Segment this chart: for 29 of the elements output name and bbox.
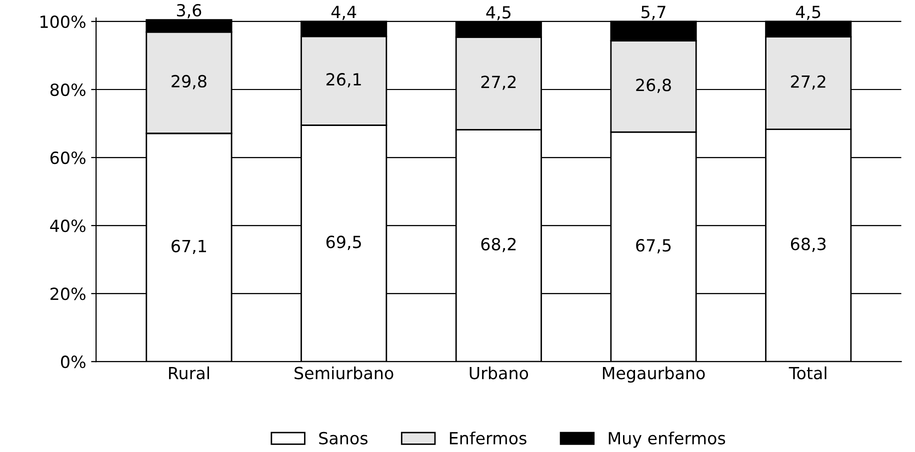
data-label: 4,5	[486, 6, 510, 20]
data-label: 67,5	[636, 239, 671, 254]
x-tick-label: Megaurbano	[602, 366, 705, 383]
data-label: 68,2	[481, 238, 516, 252]
x-tick-label: Semiurbano	[294, 366, 394, 380]
data-label: 4,5	[796, 6, 820, 20]
data-label: 26,8	[636, 78, 671, 93]
data-label: 4,4	[331, 6, 356, 20]
data-label: 5,7	[642, 6, 666, 20]
data-label: 3,6	[177, 4, 202, 18]
y-tick-label: 60%	[50, 151, 86, 164]
y-tick-label: 80%	[50, 83, 86, 96]
y-tick-label: 40%	[50, 220, 86, 232]
y-tick-label: 20%	[50, 288, 86, 300]
x-tick-label: Total	[788, 366, 826, 380]
data-label: 68,3	[790, 238, 826, 252]
data-label: 69,5	[326, 236, 361, 250]
x-tick-label: Urbano	[470, 366, 528, 380]
data-label: 29,8	[172, 74, 206, 90]
data-label: 27,2	[791, 75, 826, 90]
y-tick-label: 100%	[40, 15, 86, 28]
legend-label: Enfermos	[450, 432, 526, 444]
legend-label: Muy enfermos	[608, 432, 726, 448]
data-label: 67,1	[172, 240, 206, 254]
y-tick-label: 0%	[61, 356, 86, 368]
data-label: 27,2	[481, 76, 516, 90]
x-tick-label: Rural	[169, 366, 209, 380]
data-label: 26,1	[326, 73, 361, 88]
legend-label: Sanos	[319, 432, 368, 444]
